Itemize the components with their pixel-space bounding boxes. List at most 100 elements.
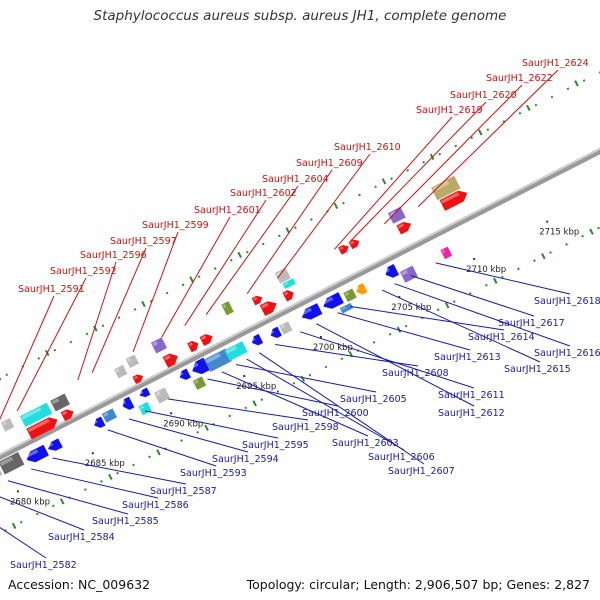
guide-dot [37, 357, 41, 360]
leader-line [277, 153, 371, 279]
gene-label: SaurJH1_2610 [334, 142, 401, 153]
tick-mark [243, 375, 246, 378]
reverse-gene-shape [138, 401, 152, 416]
map-title: Staphylococcus aureus subsp. aureus JH1,… [93, 8, 507, 24]
reverse-gene [399, 265, 418, 283]
guide-tick [237, 251, 242, 259]
reverse-gene-shape [343, 288, 357, 302]
tick-label: 2705 kbp [391, 303, 431, 313]
guide-dot [117, 316, 121, 319]
reverse-gene-shine [190, 362, 199, 369]
forward-gene-shine [61, 410, 68, 416]
guide-tick [574, 80, 579, 87]
forward-gene-shape [50, 393, 70, 412]
leader-line [235, 364, 377, 393]
guide-dot [452, 300, 456, 303]
forward-gene-shine [440, 191, 460, 204]
forward-gene-shape [338, 244, 349, 255]
guide-dot [533, 259, 536, 263]
reverse-gene-shape [251, 333, 264, 346]
forward-gene-shape [0, 418, 15, 432]
guide-dot [566, 87, 570, 91]
leader-line [410, 275, 535, 317]
gene-label: SaurJH1_2596 [80, 250, 147, 261]
reverse-gene [25, 444, 49, 463]
leader-line [0, 527, 47, 559]
guide-tick [204, 424, 209, 431]
reverse-gene-shine [251, 337, 256, 342]
leader-line [0, 295, 55, 420]
tick-mark [546, 220, 549, 223]
guide-dot [245, 250, 249, 254]
guide-dot [598, 71, 600, 74]
guide-dot [213, 267, 217, 270]
leader-line [7, 480, 129, 515]
reverse-gene-shape [94, 416, 106, 428]
guide-dot [5, 373, 9, 377]
backbone [0, 110, 600, 498]
guide-dot [549, 251, 552, 254]
guide-dot [180, 439, 183, 442]
guide-dot [101, 324, 105, 328]
gene-label: SaurJH1_2587 [150, 486, 217, 497]
forward-gene [19, 402, 53, 427]
guide-tick [541, 253, 546, 260]
leader-line [246, 358, 405, 451]
guide-tick [59, 498, 65, 505]
guide-dot [244, 406, 248, 410]
reverse-gene [343, 288, 357, 302]
guide-dot [390, 177, 393, 180]
forward-gene-shape [431, 175, 461, 201]
forward-gene-shape [199, 334, 213, 346]
guide-dot [406, 169, 409, 172]
forward-gene-shine [339, 246, 344, 250]
guide-tick [444, 302, 450, 309]
reverse-gene-shape [323, 292, 344, 309]
leader-line [384, 84, 523, 225]
reverse-gene [300, 303, 323, 320]
gene-label: SaurJH1_2604 [262, 174, 329, 185]
guide-dot [260, 398, 264, 401]
leader-line [350, 101, 487, 242]
leader-line [91, 247, 147, 373]
guide-dot [438, 152, 442, 156]
leader-line [316, 323, 475, 407]
forward-gene [396, 222, 412, 235]
guide-dot [53, 348, 57, 352]
gene-label: SaurJH1_2592 [50, 266, 117, 277]
forward-gene-shape [274, 267, 291, 284]
genome-summary: Topology: circular; Length: 2,906,507 bp… [246, 577, 590, 592]
reverse-gene [139, 387, 151, 398]
guide-tick [478, 129, 483, 136]
guide-dot [100, 480, 103, 483]
guide-dot [340, 357, 344, 361]
reverse-gene-shine [139, 390, 144, 395]
reverse-gene-shine [300, 307, 312, 316]
tick-label: 2680 kbp [10, 497, 50, 507]
forward-gene [150, 337, 168, 354]
guide-dot [292, 381, 296, 385]
reverse-gene [47, 438, 63, 451]
forward-gene-shine [126, 357, 132, 363]
guide-dot [518, 111, 522, 115]
guide-dot [261, 242, 265, 246]
leader-line [334, 116, 453, 250]
reverse-gene-shine [341, 306, 347, 311]
forward-gene-shape [282, 278, 296, 290]
reverse-gene [138, 401, 152, 416]
reverse-gene [101, 408, 118, 423]
gene-label: SaurJH1_2606 [368, 452, 435, 463]
gene-label: SaurJH1_2591 [18, 284, 85, 295]
forward-gene-shine [163, 354, 171, 361]
reverse-gene-shine [321, 296, 334, 305]
forward-gene-shine [276, 271, 282, 277]
reverse-gene [93, 416, 106, 428]
forward-gene-shape [439, 190, 468, 211]
forward-gene [50, 393, 70, 412]
reverse-gene [279, 321, 293, 335]
backbone-highlight [0, 110, 600, 494]
gene-label: SaurJH1_2614 [468, 332, 535, 343]
forward-gene [282, 278, 296, 290]
forward-gene [113, 364, 128, 379]
